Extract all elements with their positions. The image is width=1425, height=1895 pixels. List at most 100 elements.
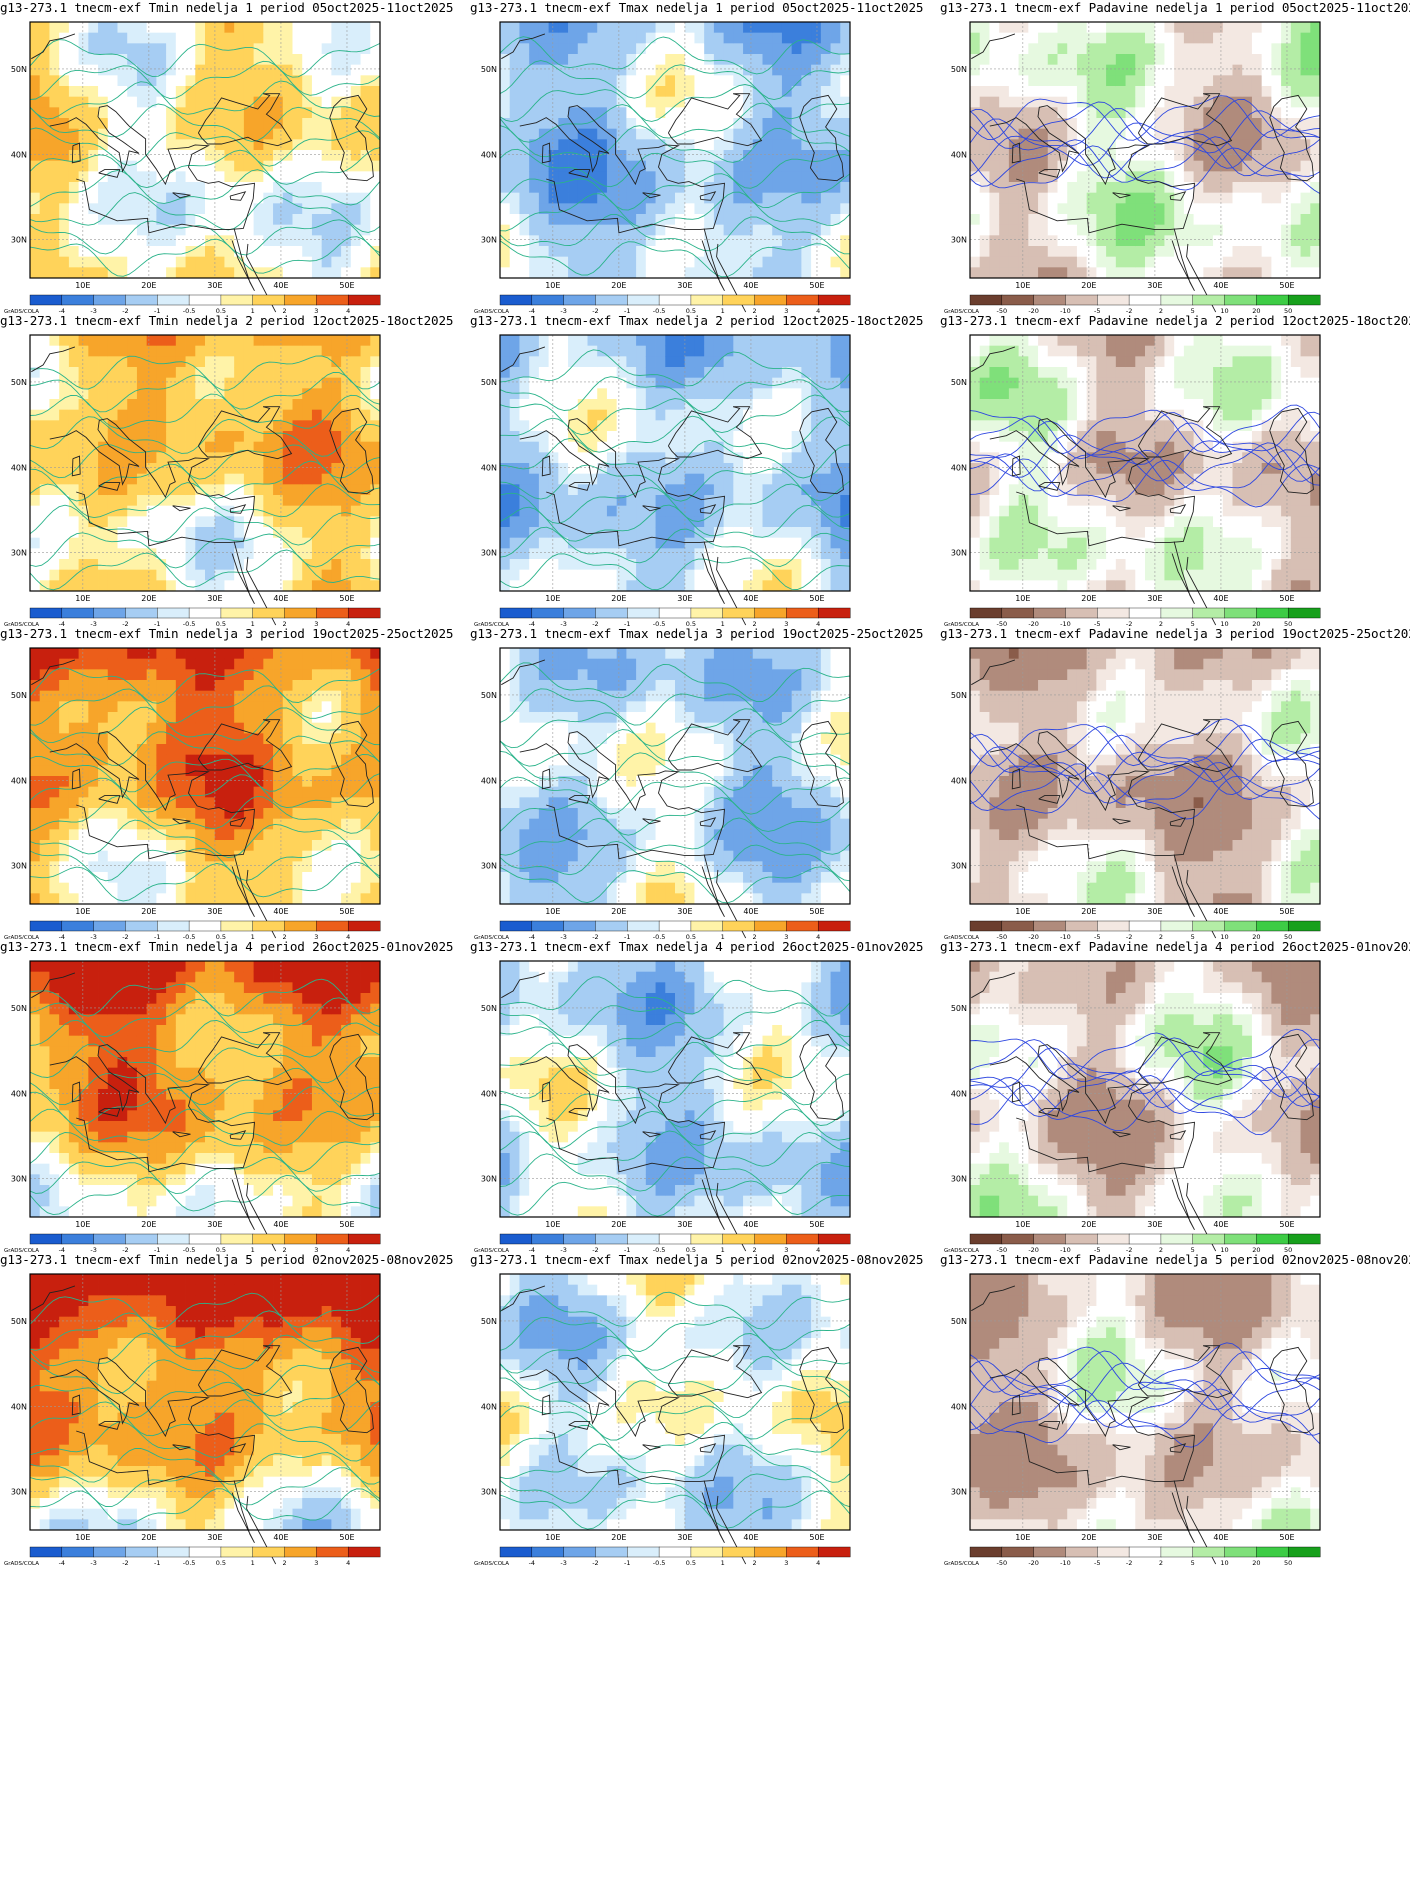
lon-tick-label: 20E — [1081, 1220, 1096, 1229]
colorbar-label: -4 — [59, 1246, 65, 1252]
anomaly-map: 30N 40N 50N 10E 20E 30E 40E 50E -4 -3 -2 -1 -0.5 0.5 1… — [4, 1273, 381, 1565]
lat-tick-label: 40N — [11, 150, 27, 159]
lat-tick-label: 30N — [11, 236, 27, 245]
colorbar-label: 1 — [251, 620, 255, 626]
colorbar-swatch — [627, 607, 660, 619]
colorbar-label: 4 — [346, 620, 350, 626]
colorbar-label: 2 — [752, 1246, 756, 1252]
colorbar-swatch — [786, 920, 819, 932]
colorbar-label: -3 — [90, 307, 96, 313]
graticule — [30, 961, 380, 1217]
colorbar-legend: -4 -3 -2 -1 -0.5 0.5 1 2 3 4 GrADS/COLA — [474, 1546, 851, 1565]
colorbar-label: 1 — [251, 1559, 255, 1565]
colorbar-swatch — [93, 1233, 126, 1245]
lon-tick-label: 30E — [207, 281, 222, 290]
colorbar-label: -2 — [592, 1559, 598, 1565]
lon-tick-label: 10E — [75, 281, 90, 290]
colorbar-swatch — [499, 920, 533, 932]
colorbar-swatch — [1224, 920, 1257, 932]
lat-tick-label: 40N — [951, 463, 967, 472]
colorbar-label: -0.5 — [183, 620, 196, 626]
colorbar-swatch — [1001, 1233, 1035, 1245]
colorbar-swatch — [1065, 1546, 1098, 1558]
colorbar-swatch — [786, 1233, 819, 1245]
colorbar-swatch — [1065, 607, 1098, 619]
colorbar-swatch — [1192, 920, 1226, 932]
lon-tick-label: 30E — [677, 1533, 692, 1542]
colorbar-swatch — [1160, 1233, 1194, 1245]
colorbar-label: 4 — [346, 307, 350, 313]
lon-tick-label: 50E — [339, 1533, 354, 1542]
panel-title: g13-273.1 tnecm-exf Padavine nedelja 5 p… — [940, 1252, 1410, 1267]
graticule — [970, 1274, 1320, 1530]
colorbar-legend: -50 -20 -10 -5 -2 2 5 10 20 50 GrADS/COLA — [944, 1233, 1321, 1252]
colorbar-label: -2 — [592, 620, 598, 626]
colorbar-swatch — [157, 1546, 190, 1558]
colorbar-label: -10 — [1060, 620, 1071, 626]
colorbar-swatch — [316, 607, 349, 619]
graticule — [30, 22, 380, 278]
panel-title: g13-273.1 tnecm-exf Tmax nedelja 4 perio… — [470, 939, 924, 954]
colorbar-label: -1 — [154, 1246, 160, 1252]
colorbar-label: -1 — [624, 933, 630, 939]
colorbar-swatch — [1192, 1233, 1226, 1245]
anomaly-shading — [970, 22, 1321, 279]
anomaly-shading — [30, 22, 381, 279]
colorbar-label: 0.5 — [216, 307, 226, 313]
lon-tick-label: 20E — [141, 1220, 156, 1229]
anomaly-map: 30N 40N 50N 10E 20E 30E 40E 50E -50 -20 -10 -5 -2 2 5 1… — [944, 21, 1321, 313]
colorbar-swatch — [754, 1233, 787, 1245]
lat-tick-label: 40N — [481, 776, 497, 785]
colorbar-label: -0.5 — [653, 933, 666, 939]
lon-tick-label: 30E — [677, 594, 692, 603]
colorbar-swatch — [1256, 607, 1289, 619]
colorbar-swatch — [531, 1546, 565, 1558]
colorbar-label: -1 — [624, 1246, 630, 1252]
climatology-contours — [29, 667, 381, 902]
coastlines — [31, 972, 374, 1252]
anomaly-map: 30N 40N 50N 10E 20E 30E 40E 50E -4 -3 -2 -1 -0.5 0.5 1… — [4, 334, 381, 626]
panel-title: g13-273.1 tnecm-exf Tmax nedelja 1 perio… — [470, 0, 924, 15]
colorbar-label: 2 — [282, 620, 286, 626]
lon-tick-label: 30E — [677, 907, 692, 916]
lat-tick-label: 50N — [11, 378, 27, 387]
colorbar-label: -5 — [1094, 1246, 1100, 1252]
lat-tick-label: 40N — [951, 150, 967, 159]
colorbar-label: -4 — [59, 620, 65, 626]
lon-tick-label: 40E — [743, 1533, 758, 1542]
map-frame — [499, 21, 851, 279]
anomaly-shading — [30, 1274, 381, 1531]
colorbar-swatch — [499, 607, 533, 619]
colorbar-label: 0.5 — [216, 620, 226, 626]
colorbar-label: 3 — [784, 307, 788, 313]
lon-tick-label: 30E — [1147, 281, 1162, 290]
colorbar-swatch — [1287, 294, 1321, 306]
lat-tick-label: 30N — [11, 862, 27, 871]
colorbar-swatch — [627, 1233, 660, 1245]
anomaly-map: 30N 40N 50N 10E 20E 30E 40E 50E -50 -20 -10 -5 -2 2 5 1… — [944, 1273, 1321, 1565]
colorbar-swatch — [1287, 920, 1321, 932]
colorbar-swatch — [188, 607, 222, 619]
colorbar-swatch — [188, 1546, 222, 1558]
climatology-contours — [969, 95, 1321, 194]
lon-tick-label: 40E — [1213, 907, 1228, 916]
colorbar-label: 0.5 — [216, 1559, 226, 1565]
lat-tick-label: 50N — [11, 691, 27, 700]
colorbar-swatch — [29, 1233, 63, 1245]
lon-tick-label: 20E — [611, 281, 626, 290]
colorbar-label: 1 — [251, 933, 255, 939]
colorbar-swatch — [531, 1233, 565, 1245]
colorbar-label: 3 — [314, 1246, 318, 1252]
colorbar-label: -0.5 — [653, 307, 666, 313]
lon-tick-label: 10E — [75, 594, 90, 603]
colorbar-swatch — [1065, 294, 1098, 306]
colorbar-label: -0.5 — [653, 620, 666, 626]
panel-title: g13-273.1 tnecm-exf Padavine nedelja 4 p… — [940, 939, 1410, 954]
colorbar-swatch — [1065, 920, 1098, 932]
colorbar-swatch — [157, 920, 190, 932]
lon-tick-label: 50E — [339, 1220, 354, 1229]
colorbar-label: 4 — [816, 1246, 820, 1252]
lat-tick-label: 30N — [951, 236, 967, 245]
lat-tick-label: 30N — [951, 549, 967, 558]
colorbar-swatch — [563, 1233, 596, 1245]
